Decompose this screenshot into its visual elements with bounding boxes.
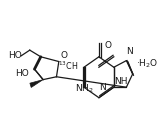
Text: N: N <box>126 47 133 56</box>
Text: NH: NH <box>115 77 128 86</box>
Polygon shape <box>30 80 43 88</box>
Text: O: O <box>105 41 112 50</box>
Text: N: N <box>99 83 106 92</box>
Text: $^{13}$CH: $^{13}$CH <box>58 59 79 72</box>
Text: ·H$_2$O: ·H$_2$O <box>136 58 158 70</box>
Text: HO: HO <box>15 68 29 78</box>
Text: NH$_2$: NH$_2$ <box>75 83 93 95</box>
Text: HO: HO <box>8 52 22 60</box>
Text: O: O <box>60 51 67 60</box>
